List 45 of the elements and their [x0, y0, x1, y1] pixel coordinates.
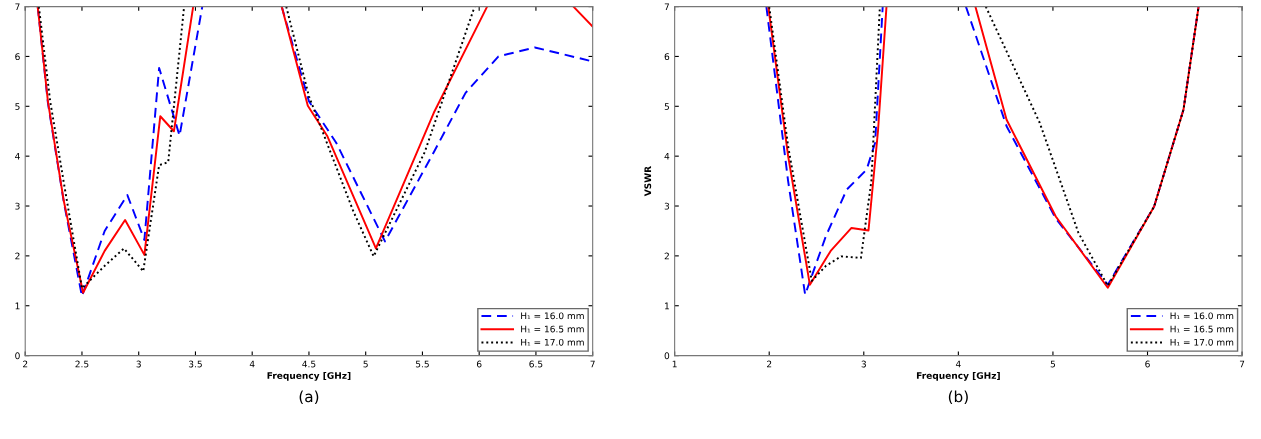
legend-label: H₁ = 16.5 mm — [521, 325, 584, 333]
x-tick-label: 4.5 — [302, 360, 316, 368]
y-tick-label: 1 — [665, 302, 669, 310]
y-tick-label: 2 — [664, 252, 669, 260]
y-tick-label: 2 — [15, 252, 20, 260]
legend-label: H₁ = 17.0 mm — [521, 338, 584, 346]
x-tick-label: 3 — [861, 360, 866, 368]
x-tick-label: 6 — [1145, 360, 1150, 368]
y-tick-label: 0 — [15, 352, 20, 360]
text: (b) — [948, 390, 968, 405]
x-tick-label: 7 — [1239, 360, 1245, 368]
x-tick-label: 5 — [1050, 360, 1056, 368]
y-tick-label: 7 — [664, 3, 669, 11]
x-tick-label: 5.5 — [415, 360, 429, 368]
y-tick-label: 3 — [15, 202, 20, 210]
y-tick-label: 3 — [664, 202, 670, 210]
x-axis-title: Frequency [GHz] — [916, 371, 1000, 381]
y-tick-label: 0 — [664, 352, 670, 360]
x-tick-label: 3 — [136, 360, 141, 368]
x-tick-label: 7 — [590, 360, 595, 368]
x-tick-label: 5 — [363, 360, 368, 368]
x-tick-label: 2 — [767, 360, 772, 368]
x-tick-label: 4 — [249, 360, 255, 368]
legend-label: H₁ = 16.5 mm — [1170, 325, 1234, 333]
x-axis-title: Frequency [GHz] — [267, 371, 351, 381]
y-tick-label: 5 — [664, 103, 669, 110]
y-tick-label: 4 — [15, 153, 20, 160]
legend-label: H₁ = 16.0 mm — [1170, 312, 1234, 320]
y-tick-label: 4 — [664, 153, 670, 160]
y-tick-label: 7 — [15, 3, 20, 11]
x-tick-label: 1 — [672, 360, 677, 368]
x-tick-label: 6 — [476, 360, 482, 368]
x-tick-label: 2 — [23, 360, 28, 368]
x-tick-label: 3.5 — [188, 360, 202, 368]
y-axis-title: VSWR — [644, 166, 652, 197]
y-tick-label: 5 — [15, 103, 20, 110]
x-tick-label: 6.5 — [529, 360, 543, 368]
y-tick-label: 1 — [15, 302, 20, 310]
y-tick-label: 6 — [15, 53, 20, 60]
x-tick-label: 2.5 — [75, 360, 89, 368]
x-tick-label: 4 — [955, 360, 961, 368]
y-tick-label: 6 — [664, 53, 670, 60]
legend-label: H₁ = 16.0 mm — [521, 312, 584, 320]
legend-label: H₁ = 17.0 mm — [1170, 338, 1234, 346]
text: (a) — [299, 390, 319, 405]
